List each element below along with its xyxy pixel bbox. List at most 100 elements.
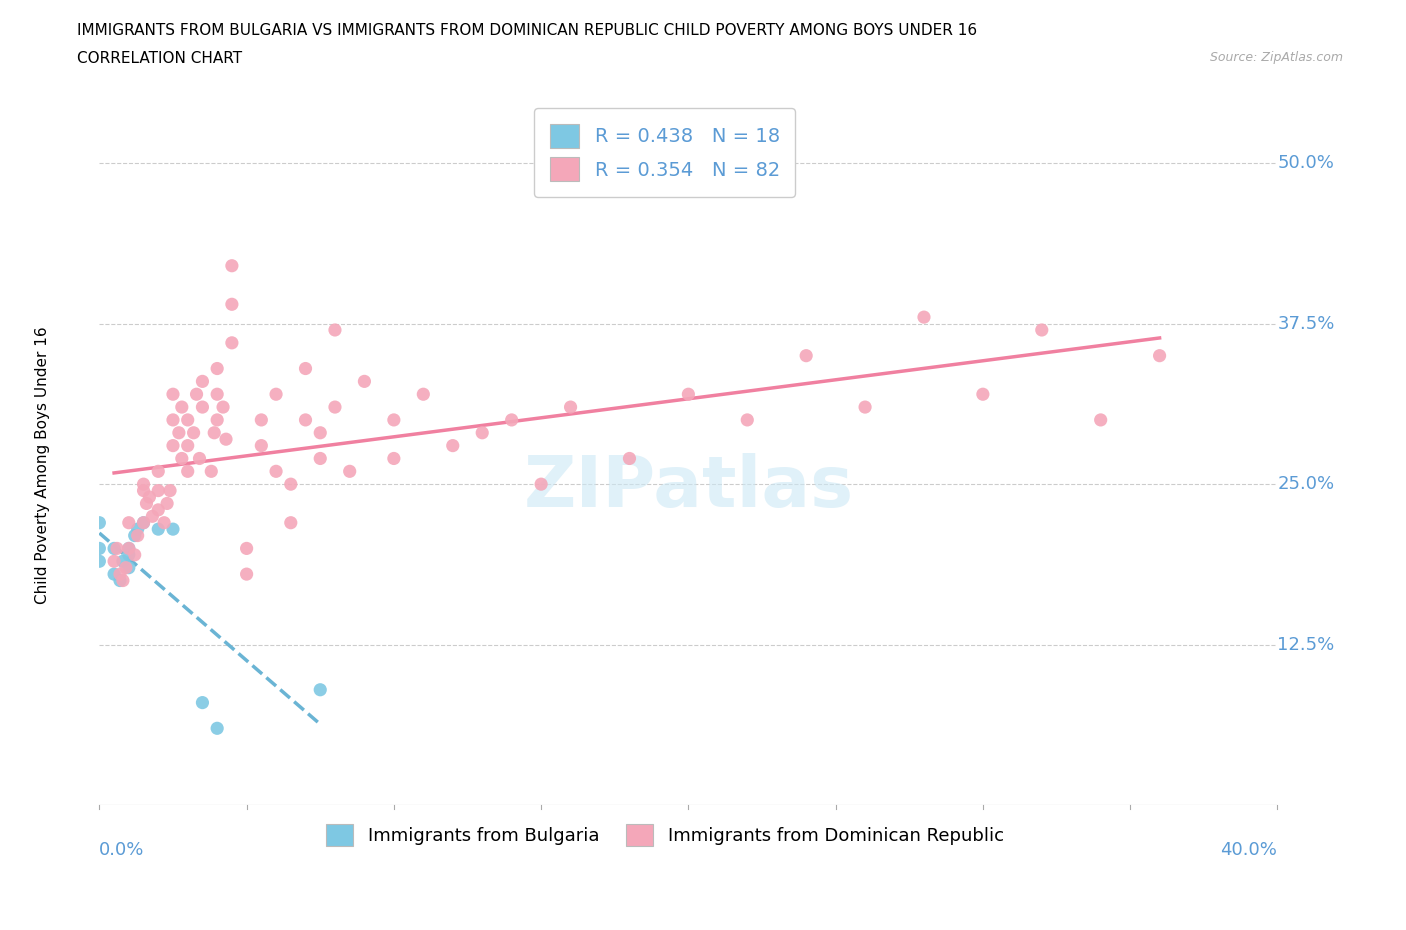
Point [191, 374, 214, 389]
Point [118, 560, 141, 575]
Point [221, 336, 243, 351]
Point [280, 515, 302, 530]
Point [162, 413, 184, 428]
Point [309, 683, 332, 698]
Point [167, 425, 190, 440]
Point [127, 528, 149, 543]
Point [89, 554, 111, 569]
Point [170, 400, 193, 415]
Point [111, 554, 134, 569]
Text: 12.5%: 12.5% [1278, 636, 1334, 654]
Point [1031, 323, 1053, 338]
Point [162, 522, 184, 537]
Point [309, 425, 332, 440]
Point [250, 413, 273, 428]
Point [148, 522, 170, 537]
Text: Child Poverty Among Boys Under 16: Child Poverty Among Boys Under 16 [35, 326, 49, 604]
Point [382, 413, 405, 428]
Point [138, 489, 160, 504]
Point [89, 541, 111, 556]
Point [250, 438, 273, 453]
Point [205, 413, 228, 428]
Point [735, 413, 758, 428]
Text: 50.0%: 50.0% [1278, 154, 1334, 172]
Text: Source: ZipAtlas.com: Source: ZipAtlas.com [1209, 51, 1343, 64]
Point [108, 566, 131, 581]
Point [501, 413, 523, 428]
Point [191, 695, 214, 710]
Text: IMMIGRANTS FROM BULGARIA VS IMMIGRANTS FROM DOMINICAN REPUBLIC CHILD POVERTY AMO: IMMIGRANTS FROM BULGARIA VS IMMIGRANTS F… [77, 23, 977, 38]
Point [186, 387, 208, 402]
Point [118, 515, 141, 530]
Point [191, 400, 214, 415]
Point [280, 477, 302, 492]
Text: 0.0%: 0.0% [100, 841, 145, 858]
Point [353, 374, 375, 389]
Point [215, 432, 238, 446]
Text: 37.5%: 37.5% [1278, 314, 1334, 333]
Point [221, 297, 243, 312]
Point [177, 413, 200, 428]
Text: ZIPatlas: ZIPatlas [523, 453, 853, 522]
Point [323, 400, 346, 415]
Point [105, 541, 128, 556]
Point [212, 400, 235, 415]
Point [170, 451, 193, 466]
Point [132, 484, 155, 498]
Point [141, 509, 163, 524]
Point [471, 425, 494, 440]
Point [205, 361, 228, 376]
Text: CORRELATION CHART: CORRELATION CHART [77, 51, 242, 66]
Point [794, 348, 817, 363]
Point [264, 464, 287, 479]
Point [132, 515, 155, 530]
Point [148, 484, 170, 498]
Point [118, 541, 141, 556]
Point [294, 413, 316, 428]
Point [162, 438, 184, 453]
Point [89, 515, 111, 530]
Point [118, 548, 141, 563]
Point [148, 502, 170, 517]
Point [153, 515, 176, 530]
Text: 25.0%: 25.0% [1278, 475, 1334, 493]
Point [124, 548, 146, 563]
Point [135, 496, 157, 511]
Point [183, 425, 205, 440]
Point [560, 400, 582, 415]
Point [148, 464, 170, 479]
Point [678, 387, 700, 402]
Legend: Immigrants from Bulgaria, Immigrants from Dominican Republic: Immigrants from Bulgaria, Immigrants fro… [319, 817, 1011, 853]
Point [235, 566, 257, 581]
Point [221, 259, 243, 273]
Point [235, 541, 257, 556]
Point [205, 387, 228, 402]
Point [103, 566, 125, 581]
Point [382, 451, 405, 466]
Point [162, 387, 184, 402]
Point [619, 451, 641, 466]
Point [339, 464, 361, 479]
Point [202, 425, 225, 440]
Point [159, 484, 181, 498]
Point [108, 573, 131, 588]
Point [156, 496, 179, 511]
Point [309, 451, 332, 466]
Point [441, 438, 464, 453]
Point [127, 522, 149, 537]
Point [111, 573, 134, 588]
Point [188, 451, 211, 466]
Point [132, 515, 155, 530]
Point [205, 721, 228, 736]
Point [115, 560, 138, 575]
Point [1090, 413, 1112, 428]
Point [132, 477, 155, 492]
Point [124, 528, 146, 543]
Point [972, 387, 994, 402]
Point [177, 464, 200, 479]
Text: 40.0%: 40.0% [1220, 841, 1278, 858]
Point [177, 438, 200, 453]
Point [200, 464, 222, 479]
Point [103, 541, 125, 556]
Point [264, 387, 287, 402]
